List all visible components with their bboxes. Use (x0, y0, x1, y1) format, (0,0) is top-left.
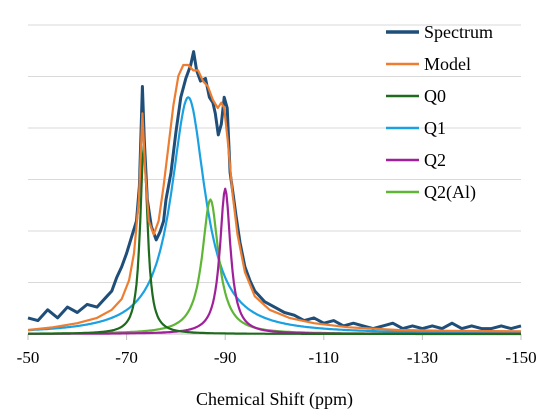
legend-label-q2-al: Q2(Al) (424, 182, 476, 203)
series-line-q0 (28, 144, 521, 336)
x-tick-label: -130 (407, 348, 438, 367)
plot-area: -50 -70 -90 -110 -130 -150 (17, 24, 537, 367)
legend-label-model: Model (424, 54, 471, 74)
x-tick-label: -90 (214, 348, 237, 367)
gridlines (28, 24, 521, 283)
legend-label-q2: Q2 (424, 150, 446, 170)
x-axis-ticks: -50 -70 -90 -110 -130 -150 (17, 334, 537, 367)
x-tick-label: -70 (115, 348, 138, 367)
series-line-spectrum (27, 50, 522, 331)
series-line-q1 (28, 96, 521, 335)
legend: Spectrum Model Q0 Q1 Q2 Q2(Al) (386, 22, 493, 203)
x-tick-label: -110 (309, 348, 340, 367)
series-line-q2-al (28, 198, 521, 335)
legend-label-q1: Q1 (424, 118, 446, 138)
x-tick-label: -50 (17, 348, 40, 367)
x-axis-title: Chemical Shift (ppm) (196, 389, 353, 410)
series-group (27, 50, 522, 336)
series-line-model (27, 63, 522, 333)
legend-label-spectrum: Spectrum (424, 22, 493, 42)
x-tick-label: -150 (505, 348, 536, 367)
legend-label-q0: Q0 (424, 86, 446, 106)
